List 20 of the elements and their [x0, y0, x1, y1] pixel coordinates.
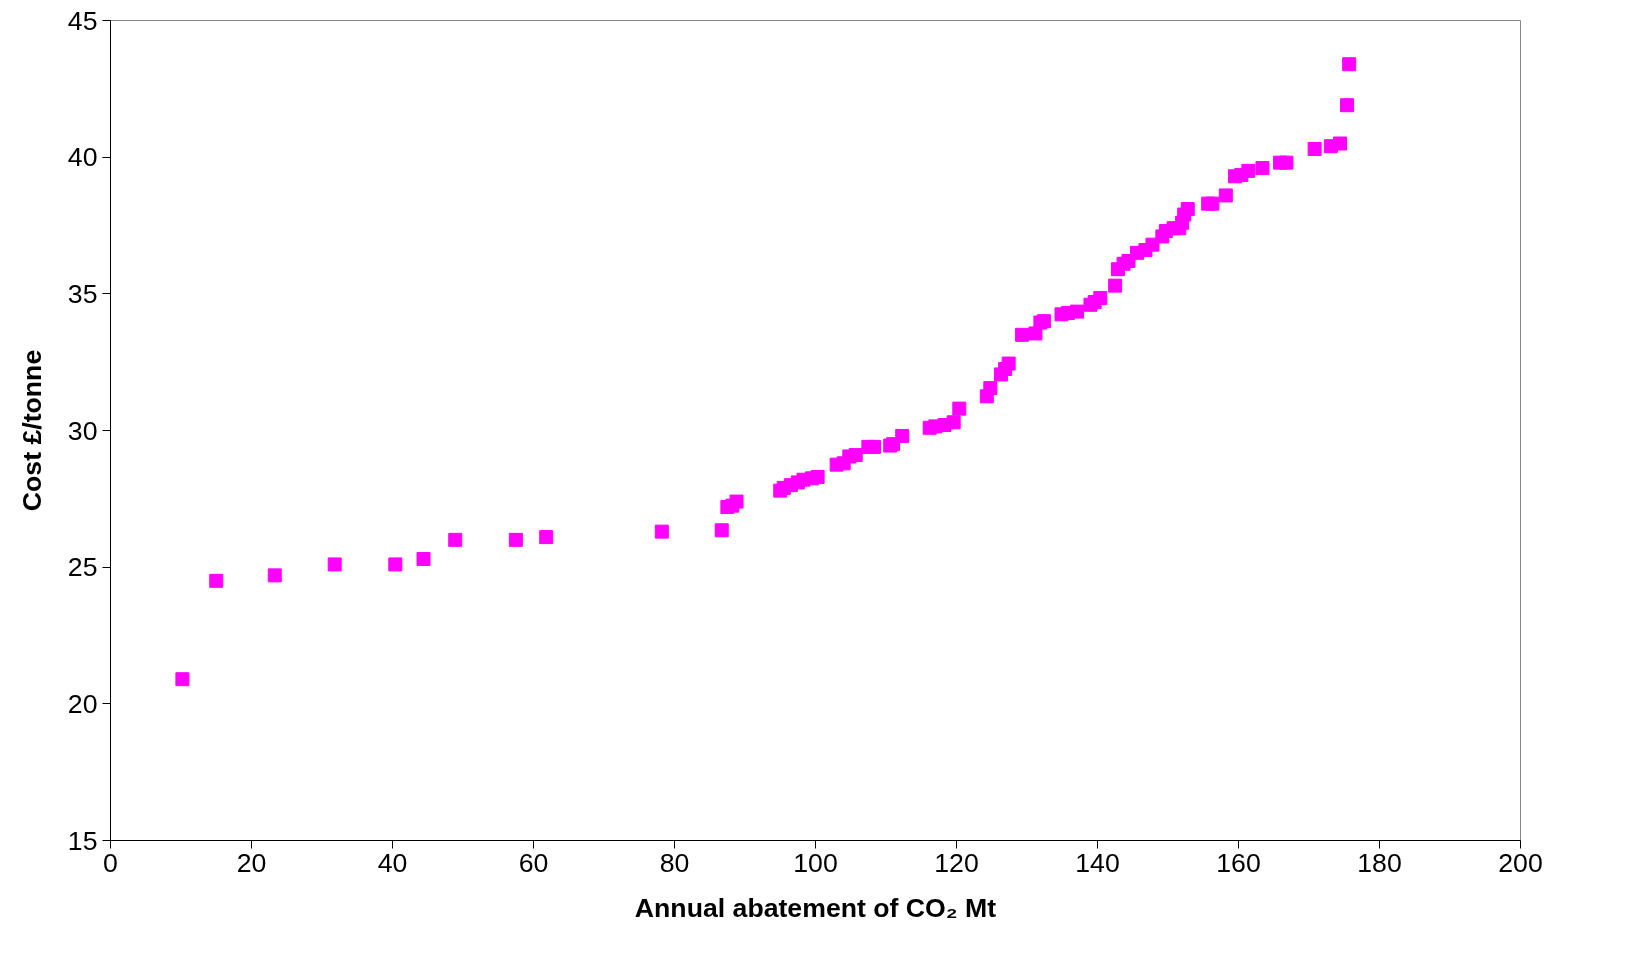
x-tick-label: 140: [1075, 847, 1120, 878]
y-tick-label: 40: [67, 142, 98, 173]
x-tick-label: 160: [1216, 847, 1261, 878]
y-tick-label: 15: [67, 825, 98, 856]
y-tick-label: 25: [67, 552, 98, 583]
y-tick-label: 35: [67, 278, 98, 309]
x-tick-label: 120: [934, 847, 979, 878]
x-tick-label: 180: [1357, 847, 1402, 878]
x-tick-label: 40: [377, 847, 408, 878]
x-tick-label: 100: [793, 847, 838, 878]
y-tick-label: 45: [67, 5, 98, 36]
x-tick-label: 200: [1498, 847, 1543, 878]
x-tick-label: 20: [236, 847, 267, 878]
y-tick-label: 20: [67, 688, 98, 719]
y-axis-title: Cost £/tonne: [16, 349, 47, 512]
x-tick-label: 60: [518, 847, 549, 878]
y-tick-label: 30: [67, 415, 98, 446]
x-axis-title: Annual abatement of CO₂ Mt: [634, 892, 997, 923]
x-tick-label: 80: [659, 847, 690, 878]
x-tick-label: 0: [103, 847, 118, 878]
